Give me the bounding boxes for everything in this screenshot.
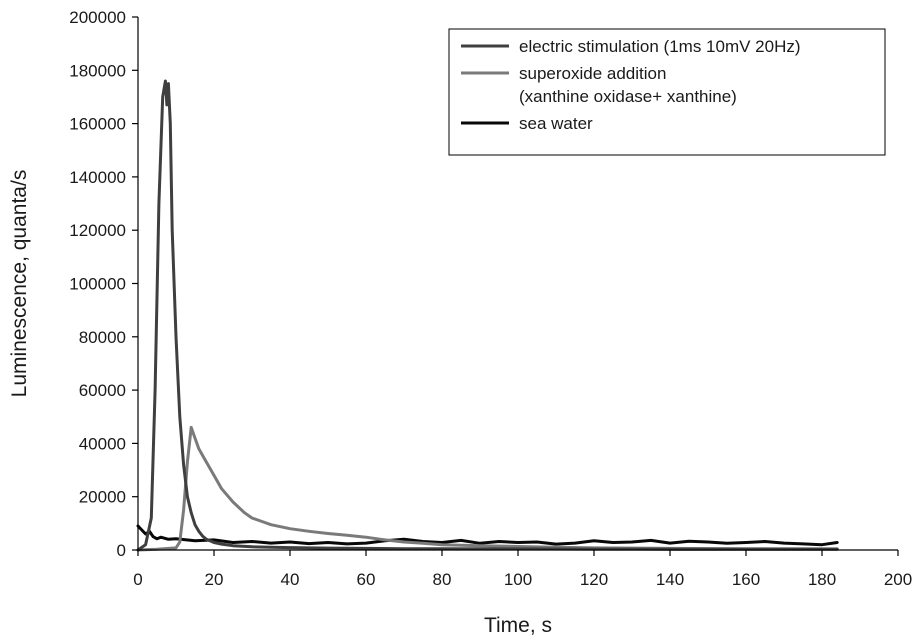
x-tick-label: 180 [808, 570, 836, 589]
y-tick-label: 60000 [79, 381, 126, 400]
x-tick-label: 0 [133, 570, 142, 589]
y-tick-label: 160000 [69, 115, 126, 134]
x-tick-label: 140 [656, 570, 684, 589]
y-tick-label: 120000 [69, 221, 126, 240]
y-tick-label: 0 [117, 541, 126, 560]
y-axis-ticks: 0 20000 40000 60000 80000 100000 120000 140000 1… [69, 8, 138, 560]
y-tick-label: 200000 [69, 8, 126, 27]
y-tick-label: 140000 [69, 168, 126, 187]
y-axis-title: Luminescence, quanta/s [8, 170, 31, 398]
series-layer [136, 79, 839, 552]
y-tick-label: 80000 [79, 328, 126, 347]
y-tick-label: 180000 [69, 61, 126, 80]
y-tick-label: 20000 [79, 488, 126, 507]
x-axis-ticks: 0 20 40 60 80 100 120 140 160 180 200 [133, 550, 912, 589]
x-tick-label: 20 [205, 570, 224, 589]
x-tick-label: 40 [281, 570, 300, 589]
legend-label-seawater: sea water [519, 114, 593, 133]
x-tick-label: 160 [732, 570, 760, 589]
legend: electric stimulation (1ms 10mV 20Hz) supe… [448, 28, 886, 156]
y-tick-label: 40000 [79, 434, 126, 453]
y-tick-label: 100000 [69, 275, 126, 294]
x-tick-label: 100 [504, 570, 532, 589]
plot-area: 0 20000 40000 60000 80000 100000 120000 140000 1… [69, 8, 912, 589]
legend-label-superoxide: (xanthine oxidase+ xanthine) [519, 87, 737, 106]
series-line-seawater [136, 524, 839, 547]
x-tick-label: 80 [433, 570, 452, 589]
series-line-electric [136, 79, 839, 552]
x-tick-label: 120 [580, 570, 608, 589]
legend-box [448, 28, 886, 156]
series-line-superoxide [136, 425, 839, 552]
x-axis-title: Time, s [484, 614, 552, 637]
x-tick-label: 200 [884, 570, 912, 589]
x-tick-label: 60 [357, 570, 376, 589]
legend-label-electric: electric stimulation (1ms 10mV 20Hz) [519, 37, 801, 56]
legend-label-superoxide: superoxide addition [519, 64, 666, 83]
